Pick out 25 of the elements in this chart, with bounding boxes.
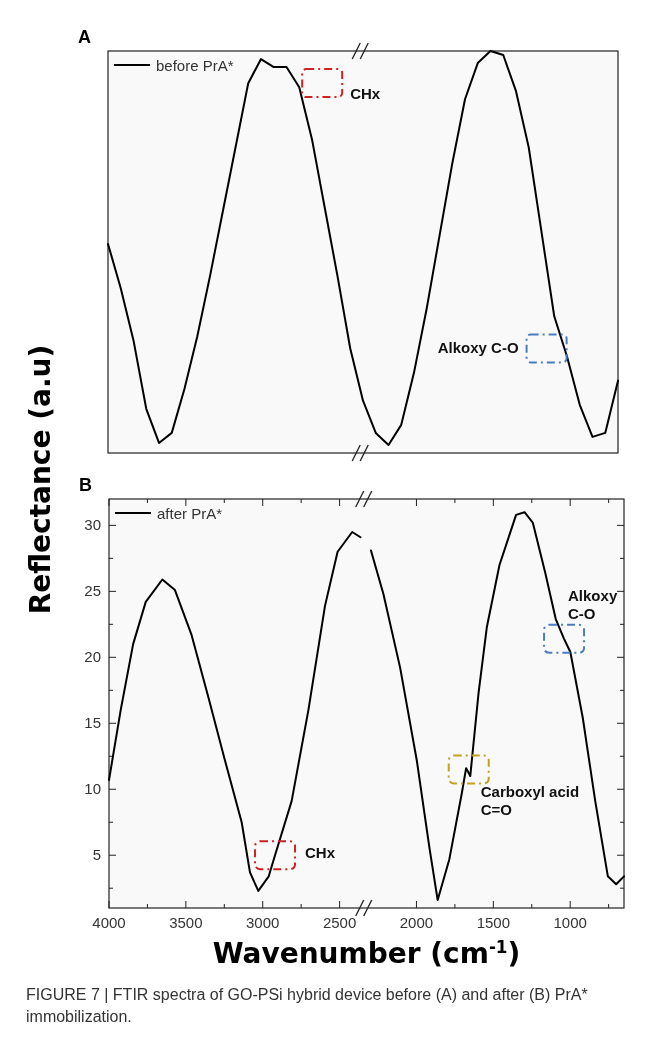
annotation: Alkoxy C-O <box>568 586 618 622</box>
x-axis-title: Wavenumber (cm$^{-1}$) <box>212 937 521 970</box>
x-tick-label: 3500 <box>169 914 203 931</box>
y-tick-label: 25 <box>84 582 101 600</box>
legend-label: after PrA* <box>157 505 223 522</box>
x-tick-label: 3000 <box>246 914 280 931</box>
y-tick-label: 5 <box>92 846 101 864</box>
chart-title: A <box>78 27 91 47</box>
x-tick-label: 2500 <box>322 914 357 931</box>
caption: FIGURE 7 | FTIR spectra of GO-PSi hybrid device before (A) and after (B) PrA* immobilization. <box>25 985 589 1027</box>
y-tick-label: 30 <box>84 516 101 534</box>
chart-title: B <box>79 475 92 495</box>
annotation: CHx <box>305 844 336 862</box>
y-tick-label: 15 <box>84 714 101 732</box>
annotation: Carboxyl acid C=O <box>480 783 580 819</box>
y-axis-title: Reflectance (a.u) <box>24 344 57 615</box>
legend-label: before PrA* <box>156 57 234 74</box>
y-tick-label: 10 <box>84 780 101 798</box>
annotation: Alkoxy C-O <box>437 339 519 357</box>
x-tick-label: 2000 <box>399 914 434 931</box>
x-tick-label: 1000 <box>553 914 587 931</box>
annotation: CHx <box>350 85 381 103</box>
x-tick-label: 4000 <box>92 914 126 931</box>
y-tick-label: 20 <box>84 648 101 666</box>
x-tick-label: 1500 <box>476 914 511 931</box>
